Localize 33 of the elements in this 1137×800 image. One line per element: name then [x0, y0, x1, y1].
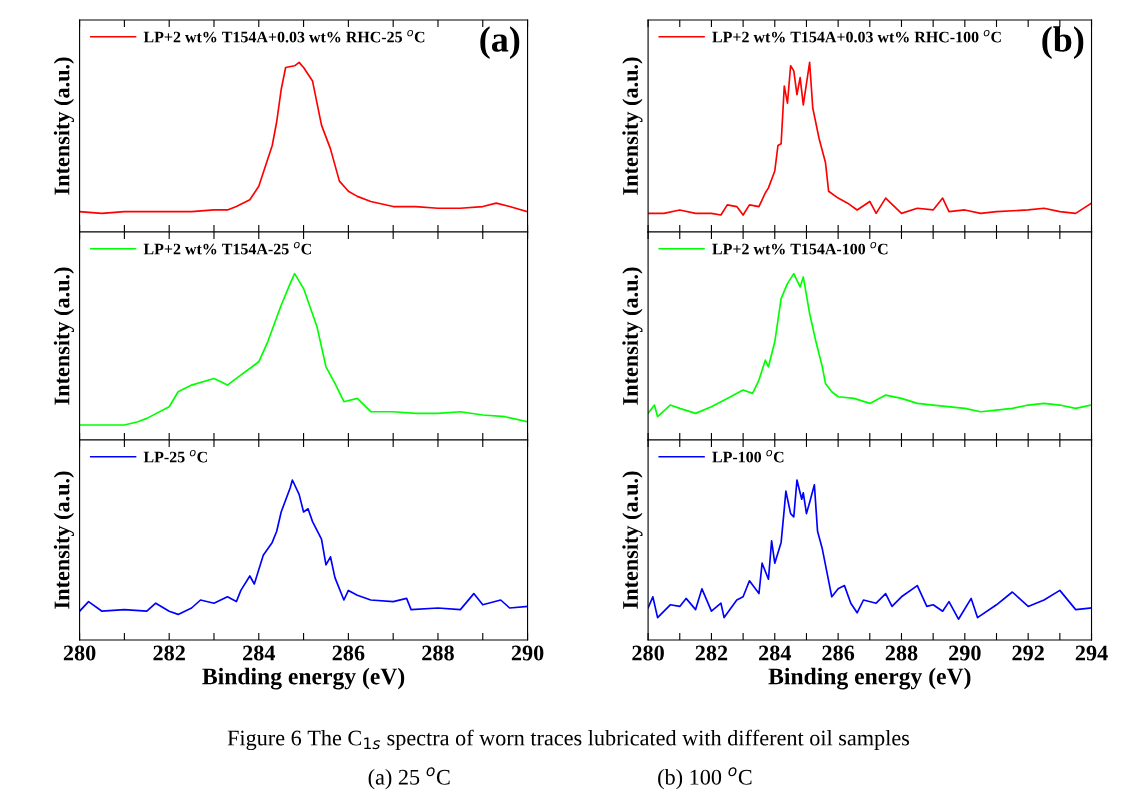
x-tick-label: 290 [511, 645, 544, 661]
x-tick-label: 294 [1075, 645, 1108, 661]
y-axis-title: Intensity (a.u.) [622, 57, 643, 195]
text: (b) 100 $^{o}$C [658, 767, 752, 790]
x-tick-label: 288 [885, 645, 918, 661]
legend-label: LP+2 wt% T154A-100 $^{o}$C [712, 241, 888, 255]
x-tick-label: 280 [63, 645, 96, 661]
y-axis-title: Intensity (a.u.) [622, 471, 643, 609]
legend-label: LP-100 $^{o}$C [712, 449, 784, 463]
x-tick-label: 286 [332, 645, 365, 661]
caption: Figure 6 The C$_{1s}$ spectra of worn traces lubricated with different oil samples [227, 729, 910, 751]
legend-label: LP+2 wt% T154A+0.03 wt% RHC-25 $^{o}$C [143, 29, 425, 43]
x-axis-title: Binding energy (eV) [768, 667, 971, 690]
x-tick-label: 286 [822, 645, 855, 661]
legend-label: LP+2 wt% T154A-25 $^{o}$C [143, 241, 311, 255]
x-tick-label: 284 [759, 645, 792, 661]
text: (a) [480, 26, 520, 60]
x-tick-label: 288 [422, 645, 454, 661]
text: (a) 25 $^{o}$C [368, 767, 450, 790]
x-tick-label: 280 [632, 645, 664, 661]
x-tick-label: 292 [1012, 645, 1044, 661]
legend-label: LP-25 $^{o}$C [143, 449, 207, 463]
x-axis-title: Binding energy (eV) [202, 667, 405, 690]
y-axis-title: Intensity (a.u.) [622, 267, 643, 405]
y-axis-title: Intensity (a.u.) [53, 471, 75, 609]
x-tick-label: 282 [153, 645, 185, 661]
legend-label: LP+2 wt% T154A+0.03 wt% RHC-100 $^{o}$C [712, 29, 1001, 43]
y-axis-title: Intensity (a.u.) [53, 57, 75, 195]
text: (b) [1042, 26, 1084, 60]
x-tick-label: 282 [695, 645, 728, 661]
y-axis-title: Intensity (a.u.) [53, 267, 75, 405]
x-tick-label: 284 [243, 645, 276, 661]
x-tick-label: 290 [949, 645, 981, 661]
